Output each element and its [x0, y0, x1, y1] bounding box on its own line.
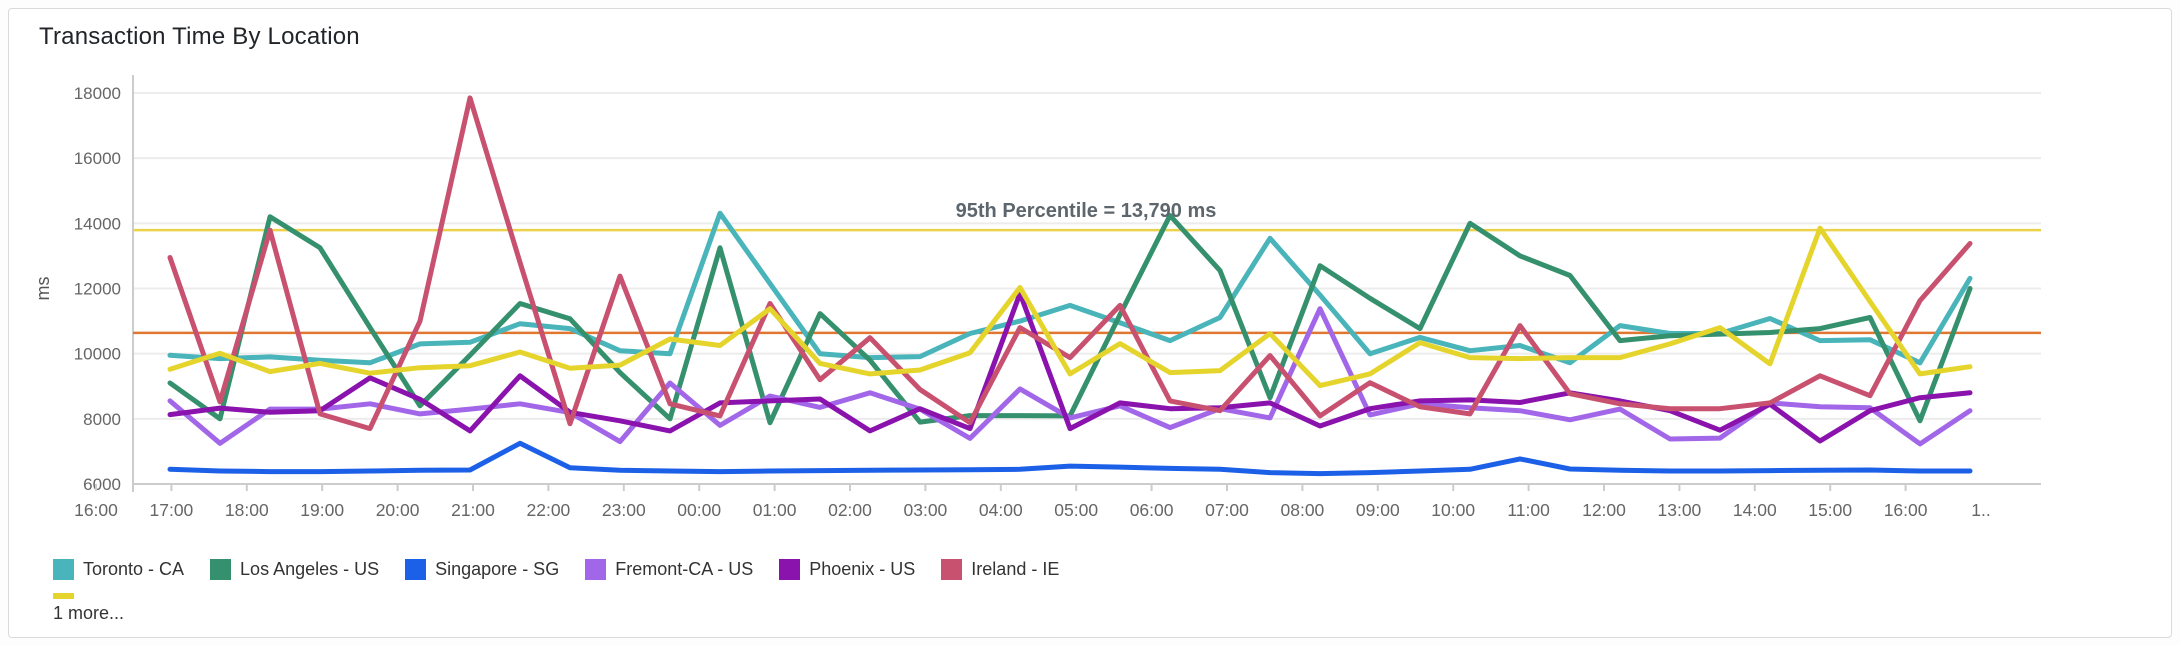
legend-more-link[interactable]: 1 more... — [53, 603, 125, 623]
x-tick-label: 00:00 — [677, 500, 721, 520]
x-tick-label: 12:00 — [1582, 500, 1626, 520]
legend-swatch — [941, 559, 963, 580]
y-axis-title: ms — [33, 277, 53, 301]
x-tick-label: 09:00 — [1356, 500, 1400, 520]
x-tick-label: 19:00 — [300, 500, 344, 520]
legend-label: Singapore - SG — [435, 559, 560, 579]
legend-item-phoenix-us[interactable]: Phoenix - US — [779, 559, 915, 580]
legend-item-los-angeles-us[interactable]: Los Angeles - US — [210, 559, 379, 580]
x-tick-label: 16:00 — [74, 500, 118, 520]
x-tick-label: 15:00 — [1808, 500, 1852, 520]
x-tick-label: 16:00 — [1884, 500, 1928, 520]
chart-card: Transaction Time By Location 18000 16000 1… — [8, 8, 2172, 638]
x-tick-label: 03:00 — [904, 500, 948, 520]
series-line-ireland-ie[interactable] — [167, 95, 1973, 432]
legend-swatch — [210, 559, 232, 580]
legend-label: Toronto - CA — [83, 559, 185, 579]
legend-item-toronto-ca[interactable]: Toronto - CA — [53, 559, 184, 580]
legend-item-fremont-ca-us[interactable]: Fremont-CA - US — [585, 559, 753, 580]
legend-item-singapore-sg[interactable]: Singapore - SG — [405, 559, 559, 580]
legend-swatch — [585, 559, 607, 580]
x-tick-label: 11:00 — [1507, 500, 1550, 520]
x-tick-label: 06:00 — [1130, 500, 1174, 520]
legend-swatch — [405, 559, 427, 580]
y-tick-label: 12000 — [74, 280, 121, 299]
series-line-los-angeles-us[interactable] — [167, 213, 1973, 426]
x-tick-label: 23:00 — [602, 500, 646, 520]
legend-item-ireland-ie[interactable]: Ireland - IE — [941, 559, 1059, 580]
y-tick-label: 10000 — [74, 345, 121, 364]
y-tick-label: 18000 — [74, 84, 121, 103]
x-tick-label: 04:00 — [979, 500, 1023, 520]
x-tick-label: 10:00 — [1431, 500, 1475, 520]
y-tick-label: 8000 — [83, 410, 121, 429]
legend-label: Fremont-CA - US — [615, 559, 754, 579]
legend-swatch — [779, 559, 801, 580]
page-title: Transaction Time By Location — [39, 23, 360, 50]
y-tick-label: 6000 — [83, 475, 121, 494]
legend-label: Los Angeles - US — [240, 559, 380, 579]
x-tick-label: 13:00 — [1658, 500, 1702, 520]
x-tick-label: 18:00 — [225, 500, 269, 520]
chart-area: 18000 16000 14000 12000 10000 8000 6000 ms 16:00… — [9, 9, 2171, 637]
x-tick-label-overflow: 1.. — [1971, 500, 1990, 520]
x-tick-label: 22:00 — [527, 500, 571, 520]
legend-label: Ireland - IE — [971, 559, 1060, 579]
x-tick-label: 17:00 — [150, 500, 194, 520]
x-tick-label: 20:00 — [376, 500, 420, 520]
x-tick-label: 14:00 — [1733, 500, 1777, 520]
y-tick-label: 14000 — [74, 214, 121, 233]
x-tick-label: 01:00 — [753, 500, 797, 520]
x-tick-label: 08:00 — [1281, 500, 1325, 520]
y-tick-label: 16000 — [74, 149, 121, 168]
percentile-annotation: 95th Percentile = 13,790 ms — [956, 200, 1217, 222]
chart-svg: 18000 16000 14000 12000 10000 8000 6000 ms 16:00… — [33, 75, 2041, 520]
series-line-fremont-ca-us[interactable] — [167, 306, 1973, 447]
hidden-series-swatch — [53, 593, 74, 599]
x-tick-label: 21:00 — [451, 500, 495, 520]
series-line-singapore-sg[interactable] — [167, 440, 1973, 477]
legend-swatch — [53, 559, 74, 580]
legend-more-row: 1 more... — [53, 593, 124, 624]
x-tick-label: 05:00 — [1054, 500, 1098, 520]
x-tick-label: 02:00 — [828, 500, 872, 520]
series-line-1-more-hidden-legend-[interactable] — [167, 225, 1973, 389]
chart-legend: Toronto - CA Los Angeles - US Singapore - … — [53, 559, 1085, 580]
legend-label: Phoenix - US — [809, 559, 916, 579]
x-tick-label: 07:00 — [1205, 500, 1249, 520]
